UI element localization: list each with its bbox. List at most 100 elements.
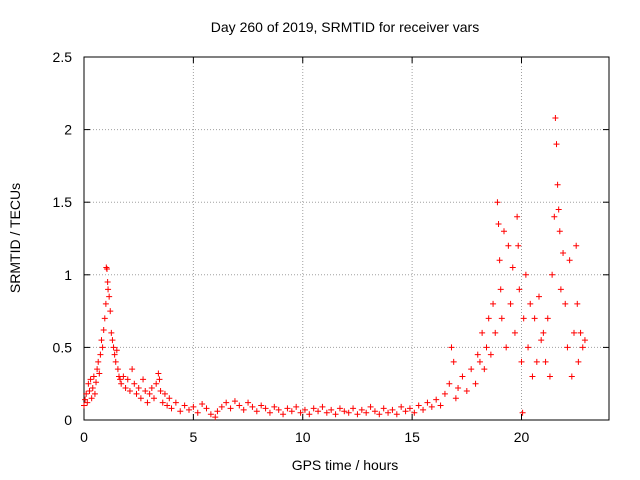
data-point bbox=[406, 405, 413, 412]
data-point bbox=[231, 398, 238, 405]
data-point bbox=[511, 329, 518, 336]
data-point bbox=[245, 399, 252, 406]
data-point bbox=[380, 405, 387, 412]
chart-title: Day 260 of 2019, SRMTID for receiver var… bbox=[211, 19, 479, 35]
data-point bbox=[108, 329, 115, 336]
data-point bbox=[140, 376, 147, 383]
data-point bbox=[501, 228, 507, 235]
data-point bbox=[87, 376, 94, 383]
data-point bbox=[112, 358, 119, 365]
data-point bbox=[437, 402, 444, 409]
data-point bbox=[336, 405, 343, 412]
data-point bbox=[505, 242, 512, 249]
data-point bbox=[280, 411, 287, 418]
data-point bbox=[258, 402, 265, 409]
data-point bbox=[107, 308, 114, 315]
data-point bbox=[301, 406, 308, 413]
data-point bbox=[91, 390, 98, 397]
plot-frame bbox=[83, 56, 610, 421]
data-point bbox=[120, 373, 127, 380]
data-point bbox=[367, 403, 374, 410]
data-point bbox=[566, 257, 573, 264]
data-point bbox=[306, 411, 313, 418]
data-point bbox=[555, 206, 562, 213]
data-point bbox=[328, 406, 335, 413]
data-point bbox=[118, 380, 125, 387]
data-point bbox=[527, 300, 534, 307]
data-point bbox=[194, 409, 201, 416]
data-point bbox=[376, 411, 383, 418]
data-point bbox=[131, 380, 138, 387]
data-point bbox=[96, 370, 103, 377]
data-point bbox=[472, 380, 479, 387]
data-point bbox=[104, 279, 111, 286]
data-point bbox=[159, 399, 166, 406]
data-point bbox=[148, 385, 155, 392]
data-point bbox=[172, 399, 179, 406]
data-point bbox=[319, 403, 326, 410]
data-point bbox=[428, 403, 435, 410]
data-point bbox=[452, 395, 459, 402]
data-point bbox=[476, 358, 483, 365]
data-point bbox=[562, 300, 569, 307]
data-point bbox=[212, 414, 219, 421]
axis-ticks: 0 5 10 15 20 0 0.5 1 1.5 2 2.5 bbox=[53, 49, 609, 445]
x-tick-label: 15 bbox=[404, 429, 420, 445]
data-point bbox=[577, 329, 584, 336]
data-point bbox=[398, 403, 405, 410]
data-point bbox=[199, 401, 206, 408]
data-point bbox=[538, 337, 545, 344]
data-point bbox=[490, 300, 497, 307]
data-point bbox=[531, 315, 538, 322]
data-point bbox=[350, 405, 357, 412]
data-point bbox=[542, 358, 549, 365]
x-tick-label: 10 bbox=[295, 429, 311, 445]
data-point bbox=[507, 300, 514, 307]
data-point bbox=[474, 351, 481, 358]
data-point bbox=[153, 380, 160, 387]
data-point bbox=[85, 380, 92, 387]
data-point bbox=[101, 315, 108, 322]
data-point bbox=[207, 411, 214, 418]
data-point bbox=[581, 337, 588, 344]
data-point bbox=[177, 408, 184, 415]
data-point bbox=[100, 326, 107, 333]
data-point bbox=[363, 409, 370, 416]
data-point bbox=[297, 409, 304, 416]
data-point bbox=[483, 344, 490, 351]
data-point bbox=[99, 344, 106, 351]
data-point bbox=[573, 242, 580, 249]
data-point bbox=[156, 376, 163, 383]
data-point bbox=[393, 411, 400, 418]
data-point bbox=[468, 366, 475, 373]
data-point bbox=[495, 220, 502, 227]
data-point bbox=[358, 406, 365, 413]
data-point bbox=[498, 315, 505, 322]
data-point bbox=[571, 329, 577, 336]
data-point bbox=[496, 257, 503, 264]
data-point bbox=[579, 344, 586, 351]
data-point bbox=[448, 344, 455, 351]
data-point bbox=[227, 405, 234, 412]
data-point bbox=[114, 366, 121, 373]
y-axis-label: SRMTID / TECUs bbox=[7, 183, 23, 293]
data-point bbox=[459, 373, 466, 380]
data-point bbox=[293, 403, 300, 410]
data-point bbox=[514, 213, 521, 220]
data-point bbox=[84, 399, 91, 406]
data-point bbox=[557, 286, 564, 293]
data-point bbox=[509, 264, 516, 271]
data-point bbox=[463, 387, 470, 394]
data-point bbox=[236, 402, 243, 409]
data-point bbox=[494, 199, 501, 206]
data-point bbox=[102, 300, 109, 307]
data-point bbox=[420, 406, 427, 413]
data-point bbox=[284, 405, 291, 412]
data-point bbox=[552, 114, 559, 121]
data-point bbox=[540, 329, 547, 336]
data-point bbox=[249, 403, 256, 410]
data-point bbox=[214, 408, 221, 415]
data-point bbox=[560, 250, 567, 257]
data-point bbox=[90, 373, 97, 380]
data-point bbox=[518, 358, 525, 365]
